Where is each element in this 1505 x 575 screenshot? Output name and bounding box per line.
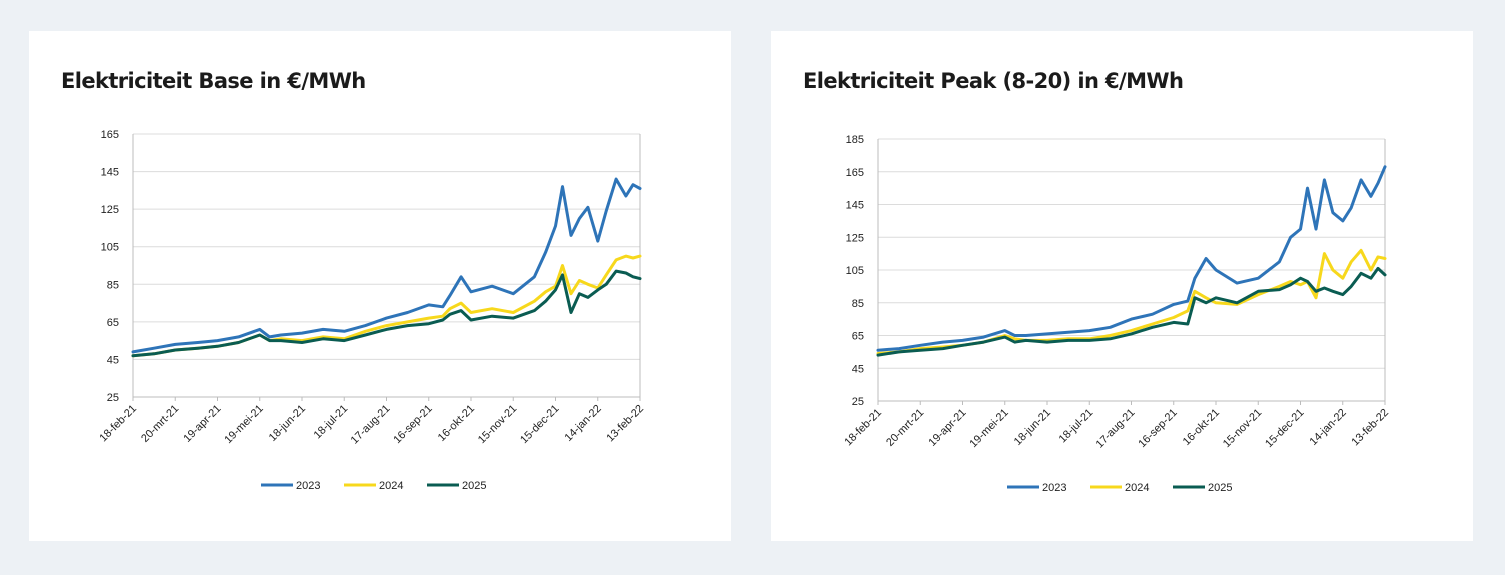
- x-tick-label: 18-jul-21: [1057, 407, 1096, 446]
- y-tick-label: 145: [101, 167, 119, 179]
- y-tick-label: 145: [846, 200, 864, 212]
- y-tick-label: 105: [101, 242, 119, 254]
- series-line-2023: [876, 165, 1387, 352]
- y-tick-label: 45: [107, 354, 119, 366]
- x-tick-label: 19-mei-21: [967, 407, 1011, 451]
- x-tick-label: 18-feb-21: [97, 403, 139, 445]
- chart-title: Elektriciteit Base in €/MWh: [61, 69, 366, 93]
- x-tick-label: 15-nov-21: [476, 403, 520, 447]
- y-tick-label: 45: [852, 363, 864, 375]
- y-tick-label: 85: [852, 298, 864, 310]
- legend-label-2023: 2023: [1042, 482, 1066, 494]
- legend-label-2024: 2024: [379, 480, 403, 492]
- x-tick-label: 16-okt-21: [1181, 407, 1222, 448]
- legend-label-2024: 2024: [1125, 482, 1149, 494]
- y-tick-label: 125: [846, 232, 864, 244]
- chart-card-peak: Elektriciteit Peak (8-20) in €/MWh 25 45 6…: [771, 31, 1473, 541]
- x-tick-label: 18-jun-21: [267, 403, 308, 444]
- x-tick-label: 17-aug-21: [349, 403, 393, 447]
- series-line-2023: [131, 177, 642, 354]
- y-tick-label: 65: [852, 331, 864, 343]
- x-tick-label: 18-feb-21: [842, 407, 884, 449]
- x-tick-label: 15-dec-21: [1263, 407, 1307, 451]
- y-tick-label: 185: [846, 134, 864, 146]
- legend-label-2025: 2025: [1208, 482, 1232, 494]
- y-tick-label: 25: [107, 392, 119, 404]
- y-tick-label: 165: [101, 129, 119, 141]
- x-tick-label: 13-feb-22: [604, 403, 646, 445]
- x-tick-label: 19-mei-21: [222, 403, 266, 447]
- x-tick-label: 15-nov-21: [1221, 407, 1265, 451]
- series-line-2025: [131, 269, 642, 358]
- legend-label-2025: 2025: [462, 480, 486, 492]
- y-tick-label: 105: [846, 265, 864, 277]
- x-tick-label: 13-feb-22: [1349, 407, 1391, 449]
- legend-label-2023: 2023: [296, 480, 320, 492]
- x-tick-label: 14-jan-22: [563, 403, 604, 444]
- series-line-2025: [876, 266, 1387, 357]
- x-tick-label: 16-okt-21: [436, 403, 477, 444]
- x-tick-label: 19-apr-21: [181, 403, 223, 445]
- x-tick-label: 15-dec-21: [518, 403, 562, 447]
- x-tick-label: 18-jun-21: [1012, 407, 1053, 448]
- y-tick-label: 85: [107, 279, 119, 291]
- y-tick-label: 25: [852, 396, 864, 408]
- x-tick-label: 14-jan-22: [1308, 407, 1349, 448]
- y-tick-label: 125: [101, 204, 119, 216]
- x-tick-label: 16-sep-21: [391, 403, 435, 447]
- x-tick-label: 20-mrt-21: [884, 407, 926, 449]
- chart-title: Elektriciteit Peak (8-20) in €/MWh: [803, 69, 1184, 93]
- y-tick-label: 165: [846, 167, 864, 179]
- x-tick-label: 16-sep-21: [1136, 407, 1180, 451]
- x-tick-label: 18-jul-21: [312, 403, 351, 442]
- x-tick-label: 20-mrt-21: [139, 403, 181, 445]
- series-line-2024: [876, 248, 1387, 355]
- y-tick-label: 65: [107, 317, 119, 329]
- chart-card-base: Elektriciteit Base in €/MWh 25 45 65 85 105 1…: [29, 31, 731, 541]
- peak-price-chart: 25 45 65 85 105 125 145 165 185 18-feb-21 20-mrt-2…: [842, 134, 1391, 494]
- x-tick-label: 19-apr-21: [926, 407, 968, 449]
- x-tick-label: 17-aug-21: [1094, 407, 1138, 451]
